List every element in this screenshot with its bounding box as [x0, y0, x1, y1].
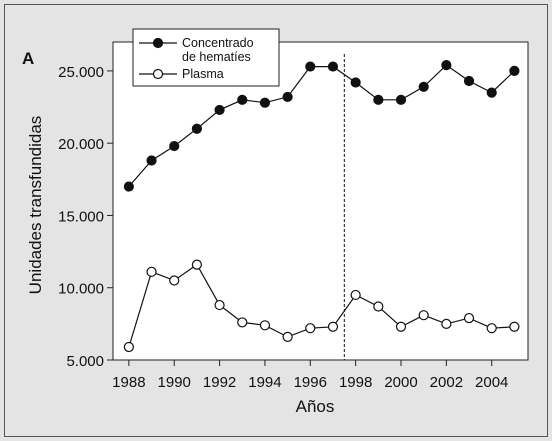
series-1-point-1998	[350, 289, 361, 301]
series-1-point-1997	[327, 321, 339, 332]
x-tick-label-1996: 1996	[294, 374, 327, 391]
x-tick-label-1998: 1998	[339, 374, 372, 391]
x-tick-label-1988: 1988	[112, 374, 145, 391]
series-0-point-1997	[327, 61, 339, 72]
series-1-point-1988	[123, 341, 134, 353]
series-1-point-1989	[146, 266, 157, 277]
series-0-point-1998	[350, 77, 361, 88]
legend-label-0-1: de hematíes	[182, 50, 251, 64]
series-1-point-1992	[214, 299, 225, 311]
series-0-point-2004	[486, 87, 497, 98]
plot-area	[112, 41, 529, 361]
series-0-point-1990	[169, 140, 180, 152]
series-0-point-1994	[259, 97, 271, 108]
series-0-point-1993	[237, 94, 248, 105]
series-0-point-1988	[123, 181, 134, 192]
legend-label-0-0: Concentrado	[182, 36, 254, 50]
x-tick-label-1990: 1990	[158, 374, 191, 391]
series-1-point-2005	[509, 321, 520, 332]
series-1-point-1999	[373, 301, 384, 312]
legend-label-1-0: Plasma	[182, 67, 224, 81]
series-1-point-1990	[169, 275, 180, 286]
series-0-point-2001	[418, 81, 429, 92]
y-tick-label-20000: 20.000	[58, 136, 104, 153]
series-0-point-1992	[214, 104, 225, 116]
series-0-point-1991	[191, 123, 203, 134]
series-0-point-1995	[282, 91, 293, 103]
y-tick-label-15000: 15.000	[58, 208, 104, 225]
series-1-point-2004	[486, 323, 497, 334]
x-tick-label-1992: 1992	[203, 374, 236, 391]
y-axis-label: Unidades transfundidas	[26, 116, 45, 295]
x-tick-label-1994: 1994	[248, 374, 281, 391]
series-1-point-1995	[282, 331, 293, 342]
x-tick-label-2002: 2002	[430, 374, 463, 391]
x-axis-label: Años	[296, 397, 335, 416]
y-tick-label-5000: 5.000	[66, 353, 104, 370]
series-1-point-1996	[305, 323, 316, 334]
series-0-point-2003	[463, 75, 475, 87]
series-0-point-2002	[441, 60, 452, 71]
series-0-point-1999	[373, 94, 384, 105]
panel-letter: A	[22, 49, 34, 68]
series-0-point-2000	[395, 94, 407, 105]
y-tick-label-25000: 25.000	[58, 64, 104, 81]
series-1-point-2003	[463, 312, 475, 324]
series-1-point-1993	[237, 317, 248, 328]
series-0-point-1996	[305, 61, 316, 72]
series-1-point-1991	[191, 259, 203, 270]
series-0-point-2005	[509, 65, 520, 77]
x-tick-label-2000: 2000	[384, 374, 417, 391]
series-1-point-1994	[259, 320, 271, 331]
legend-marker-1	[152, 68, 164, 80]
series-1-point-2001	[418, 310, 429, 321]
y-tick-label-10000: 10.000	[58, 281, 104, 298]
legend-marker-0	[152, 37, 164, 49]
x-tick-label-2004: 2004	[475, 374, 508, 391]
series-1-point-2000	[395, 321, 407, 332]
series-0-point-1989	[146, 155, 157, 166]
series-1-point-2002	[441, 318, 452, 329]
